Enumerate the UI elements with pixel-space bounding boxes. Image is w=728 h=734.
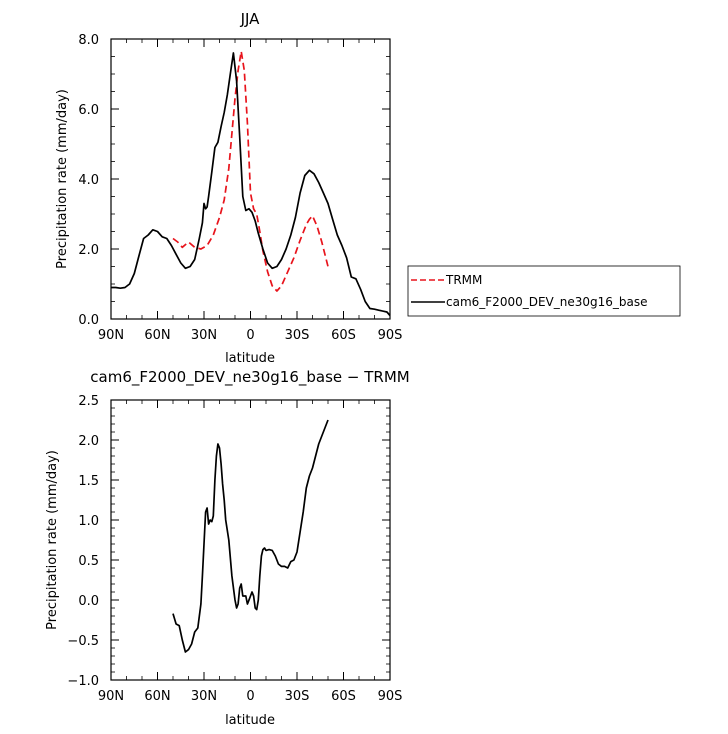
bottom-y-tick-label: 1.0 bbox=[78, 514, 99, 529]
top-y-tick-label: 4.0 bbox=[78, 173, 99, 188]
top-y-tick-label: 0.0 bbox=[78, 313, 99, 328]
legend-label-trmm: TRMM bbox=[445, 273, 482, 287]
bottom-y-tick-label: −0.5 bbox=[67, 634, 99, 649]
top-series-line-cam6-f2000-dev-ne30g16-base bbox=[111, 52, 391, 317]
bottom-y-tick-label: −1.0 bbox=[67, 674, 99, 689]
bottom-x-tick-label: 60S bbox=[331, 689, 356, 704]
top-panel-ylabel: Precipitation rate (mm/day) bbox=[55, 89, 70, 269]
bottom-series-line-difference bbox=[172, 419, 329, 653]
bottom-x-tick-label: 90S bbox=[378, 689, 403, 704]
bottom-x-tick-label: 30S bbox=[285, 689, 310, 704]
top-panel-xlabel: latitude bbox=[225, 351, 275, 366]
bottom-panel-xlabel: latitude bbox=[225, 713, 275, 728]
bottom-y-tick-label: 2.5 bbox=[78, 394, 99, 409]
top-x-tick-label: 30N bbox=[191, 328, 217, 343]
top-x-tick-label: 90N bbox=[98, 328, 124, 343]
legend-label-cam6: cam6_F2000_DEV_ne30g16_base bbox=[446, 295, 648, 309]
bottom-panel-ylabel: Precipitation rate (mm/day) bbox=[45, 450, 60, 630]
bottom-y-tick-label: 0.5 bbox=[78, 554, 99, 569]
top-y-tick-label: 6.0 bbox=[78, 103, 99, 118]
legend-box bbox=[407, 265, 681, 317]
bottom-y-tick-label: 1.5 bbox=[78, 474, 99, 489]
bottom-y-tick-label: 0.0 bbox=[78, 594, 99, 609]
bottom-x-tick-label: 30N bbox=[191, 689, 217, 704]
top-x-tick-label: 30S bbox=[285, 328, 310, 343]
bottom-panel: cam6_F2000_DEV_ne30g16_base − TRMM latit… bbox=[45, 368, 410, 728]
top-x-tick-label: 0 bbox=[246, 328, 254, 343]
bottom-x-tick-label: 90N bbox=[98, 689, 124, 704]
bottom-x-tick-label: 60N bbox=[144, 689, 170, 704]
top-plot-frame bbox=[110, 38, 391, 320]
bottom-x-tick-label: 0 bbox=[246, 689, 254, 704]
top-panel-title: JJA bbox=[240, 10, 261, 28]
bottom-plot-frame bbox=[110, 399, 391, 681]
bottom-y-tick-label: 2.0 bbox=[78, 434, 99, 449]
top-x-tick-label: 90S bbox=[378, 328, 403, 343]
bottom-panel-title: cam6_F2000_DEV_ne30g16_base − TRMM bbox=[90, 368, 409, 387]
top-panel: JJA latitude Precipitation rate (mm/day)… bbox=[55, 10, 402, 366]
legend: TRMM cam6_F2000_DEV_ne30g16_base bbox=[407, 265, 681, 317]
top-y-tick-label: 2.0 bbox=[78, 243, 99, 258]
top-x-tick-label: 60N bbox=[144, 328, 170, 343]
top-x-tick-label: 60S bbox=[331, 328, 356, 343]
top-y-tick-label: 8.0 bbox=[78, 33, 99, 48]
